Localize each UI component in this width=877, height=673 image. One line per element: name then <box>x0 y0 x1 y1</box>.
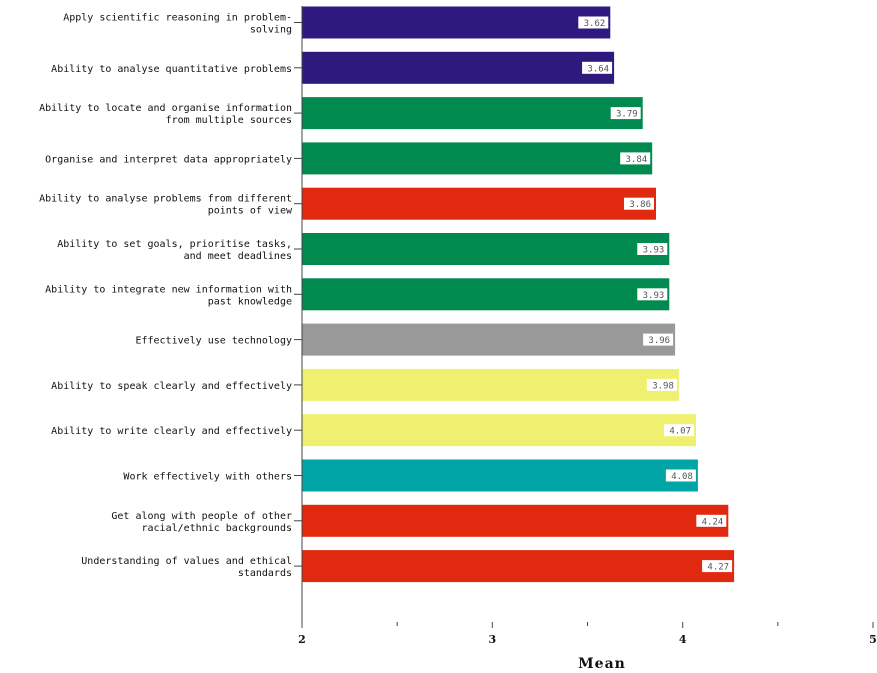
bar <box>302 97 643 130</box>
axes-group: 2 3 4 5 <box>298 6 877 646</box>
category-label-line: Ability to speak clearly and effectively <box>51 381 292 392</box>
bar <box>302 187 656 220</box>
value-label: 3.93 <box>643 291 665 301</box>
category-label: Apply scientific reasoning in problem-so… <box>63 13 292 36</box>
bar <box>302 550 735 583</box>
value-label-background <box>610 107 641 120</box>
value-label: 3.62 <box>584 19 606 29</box>
value-label: 3.98 <box>652 381 674 391</box>
category-label: Organise and interpret data appropriatel… <box>45 154 292 165</box>
category-label: Ability to locate and organise informati… <box>39 103 292 126</box>
x-tick-label: 3 <box>488 633 496 646</box>
x-ticks-group: 2 3 4 5 <box>298 622 877 646</box>
category-label-line: Get along with people of other <box>111 511 292 522</box>
value-label: 4.24 <box>702 517 724 527</box>
category-label-line: from multiple sources <box>166 115 292 126</box>
category-label-line: solving <box>250 25 292 36</box>
value-label: 3.86 <box>629 200 651 210</box>
bar <box>302 6 611 39</box>
category-label: Work effectively with others <box>123 472 292 483</box>
category-label: Ability to set goals, prioritise tasks, a… <box>57 239 292 262</box>
category-label: Ability to integrate new information wit… <box>45 284 292 307</box>
category-label-line: Effectively use technology <box>135 336 292 347</box>
category-label: Ability to analyse quantitative problems <box>51 64 292 75</box>
category-label-line: Ability to set goals, prioritise tasks, <box>57 239 292 250</box>
value-label: 3.79 <box>616 110 638 120</box>
bars-group <box>302 6 735 583</box>
category-label-line: Understanding of values and ethical <box>81 556 292 567</box>
category-label-line: and meet deadlines <box>184 251 292 262</box>
bar <box>302 323 676 356</box>
category-label: Ability to speak clearly and effectively <box>51 381 292 392</box>
category-label-line: Ability to analyse problems from differe… <box>39 194 292 205</box>
value-label-background <box>624 197 654 210</box>
value-label-background <box>664 424 694 437</box>
category-label-line: racial/ethnic backgrounds <box>141 523 292 534</box>
category-labels-group: Apply scientific reasoning in problem-so… <box>39 13 302 579</box>
value-label-background <box>637 288 668 301</box>
value-label-background <box>646 378 677 391</box>
x-tick-label: 2 <box>298 633 306 646</box>
value-label-background <box>665 469 696 482</box>
value-label-background <box>643 333 674 346</box>
category-label: Effectively use technology <box>135 336 292 347</box>
value-label-background <box>582 61 613 74</box>
value-label-background <box>702 560 733 573</box>
category-label: Understanding of values and ethical stand… <box>81 556 292 579</box>
category-label: Get along with people of other racial/eth… <box>111 511 292 534</box>
bar <box>302 368 679 401</box>
x-axis-title: Mean <box>578 656 626 672</box>
category-label-line: points of view <box>208 206 293 217</box>
bar <box>302 414 696 447</box>
x-tick-label: 5 <box>869 633 877 646</box>
value-label: 3.96 <box>648 336 670 346</box>
value-label: 4.07 <box>669 427 691 437</box>
value-label: 3.64 <box>587 64 609 74</box>
category-label-line: Organise and interpret data appropriatel… <box>45 154 292 165</box>
category-label-line: Ability to analyse quantitative problems <box>51 64 292 75</box>
value-label-background <box>696 514 727 527</box>
category-label-line: Work effectively with others <box>123 472 292 483</box>
bar <box>302 278 670 311</box>
x-tick-label: 4 <box>679 633 687 646</box>
value-label-background <box>578 16 609 29</box>
value-label: 3.84 <box>626 155 648 165</box>
bar <box>302 504 729 537</box>
category-label: Ability to write clearly and effectively <box>51 426 292 437</box>
bar <box>302 233 670 265</box>
value-labels-group: 3.62 3.64 3.79 3.84 3.86 3.93 3.93 3.96 3.98 4.07… <box>578 16 733 573</box>
value-label: 3.93 <box>643 246 665 256</box>
category-label-line: Ability to write clearly and effectively <box>51 426 292 437</box>
category-label-line: Apply scientific reasoning in problem- <box>63 13 292 24</box>
value-label: 4.08 <box>671 472 693 482</box>
bar <box>302 459 698 492</box>
category-label-line: standards <box>238 568 292 579</box>
bar <box>302 51 615 84</box>
value-label: 4.27 <box>707 563 729 573</box>
category-label-line: past knowledge <box>208 296 292 307</box>
bar <box>302 142 653 175</box>
value-label-background <box>637 243 668 255</box>
category-label-line: Ability to integrate new information wit… <box>45 284 292 295</box>
category-label: Ability to analyse problems from differe… <box>39 194 293 217</box>
value-label-background <box>620 152 651 165</box>
category-label-line: Ability to locate and organise informati… <box>39 103 292 114</box>
